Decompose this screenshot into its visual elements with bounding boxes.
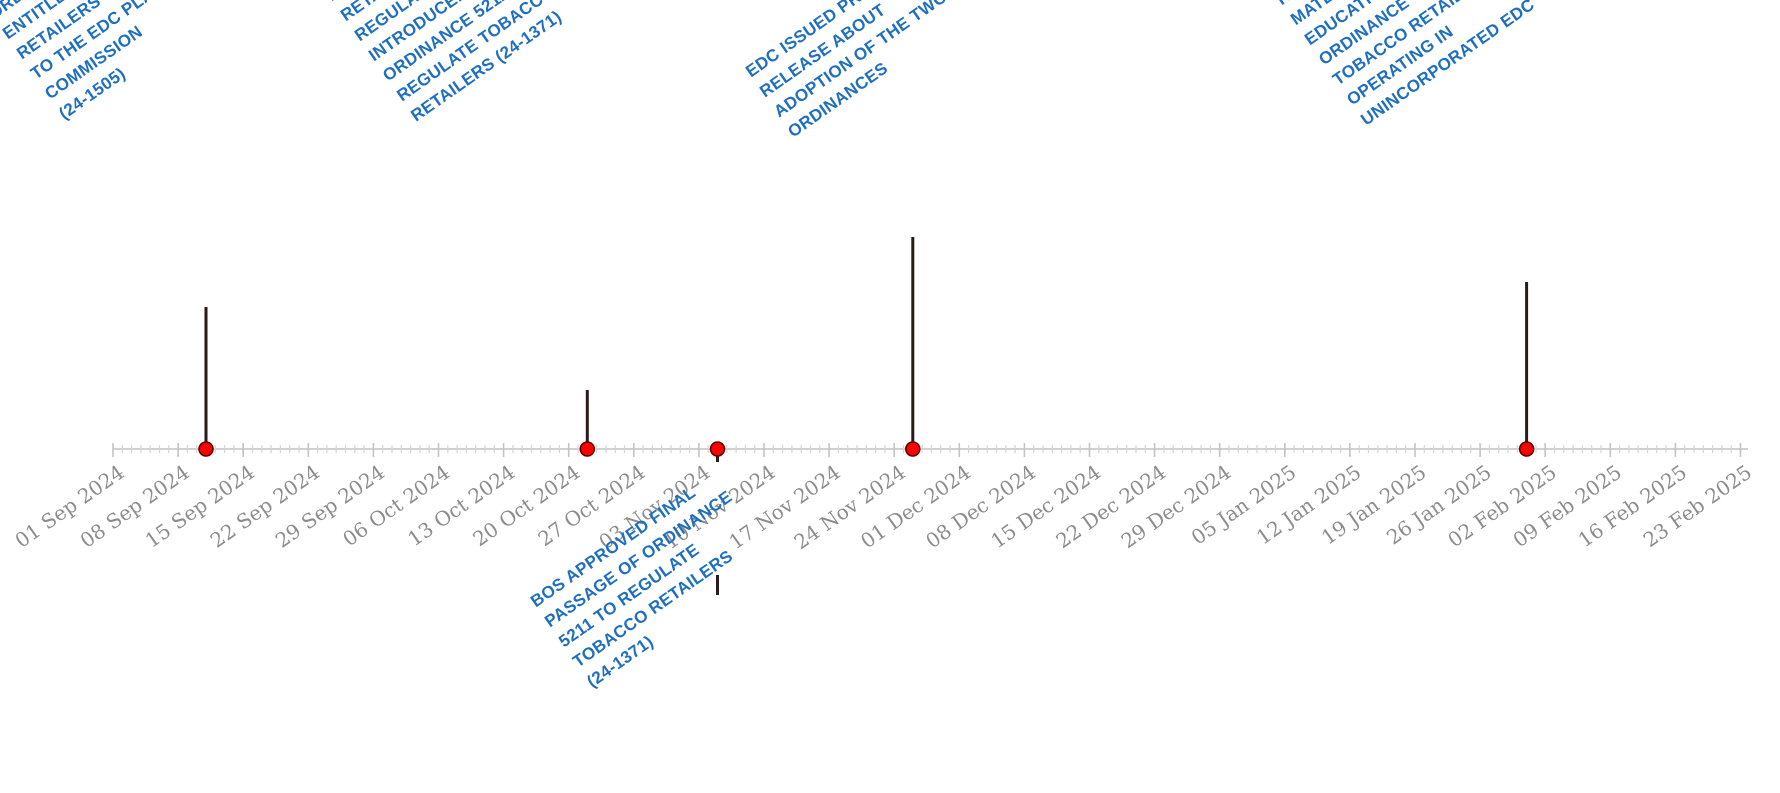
timeline-events: PROPOSED ADDITION OFCHAPTER 130.40.340 O… bbox=[0, 0, 1553, 691]
timeline-event: BOS ADOPTEDORDINANCE 5210,ADDING CHAPTER… bbox=[253, 0, 600, 457]
event-marker bbox=[1518, 441, 1535, 457]
event-label: EDC ISSUED PRESSRELEASE ABOUTADOPTION OF… bbox=[742, 0, 965, 141]
event-marker bbox=[198, 441, 214, 457]
axis-tick-label: 08 Dec 2024 bbox=[921, 460, 1040, 553]
axis-tick-label: 29 Dec 2024 bbox=[1117, 460, 1236, 553]
axis-tick-label: 24 Nov 2024 bbox=[790, 460, 910, 554]
axis-tick-label: 17 Nov 2024 bbox=[725, 460, 845, 554]
event-marker bbox=[579, 441, 596, 457]
axis-tick-label: 15 Dec 2024 bbox=[986, 460, 1105, 553]
event-marker bbox=[905, 441, 921, 457]
event-label: COMPLETED IN-PERSONRETAIL VISITS PROVIDI… bbox=[1259, 0, 1553, 129]
event-label: BOS ADOPTEDORDINANCE 5210,ADDING CHAPTER… bbox=[253, 0, 600, 125]
time-axis bbox=[112, 443, 1748, 457]
timeline-event: EDC ISSUED PRESSRELEASE ABOUTADOPTION OF… bbox=[742, 0, 965, 457]
axis-tick-label: 22 Dec 2024 bbox=[1051, 460, 1170, 553]
timeline-event: PROPOSED ADDITION OFCHAPTER 130.40.340 O… bbox=[0, 0, 245, 457]
event-marker bbox=[709, 441, 726, 457]
timeline-event: COMPLETED IN-PERSONRETAIL VISITS PROVIDI… bbox=[1259, 0, 1553, 457]
event-label: PROPOSED ADDITION OFCHAPTER 130.40.340 O… bbox=[0, 0, 245, 123]
axis-tick-label: 01 Dec 2024 bbox=[856, 460, 975, 553]
axis-tick-label: 01 Sep 2024 bbox=[10, 460, 128, 553]
